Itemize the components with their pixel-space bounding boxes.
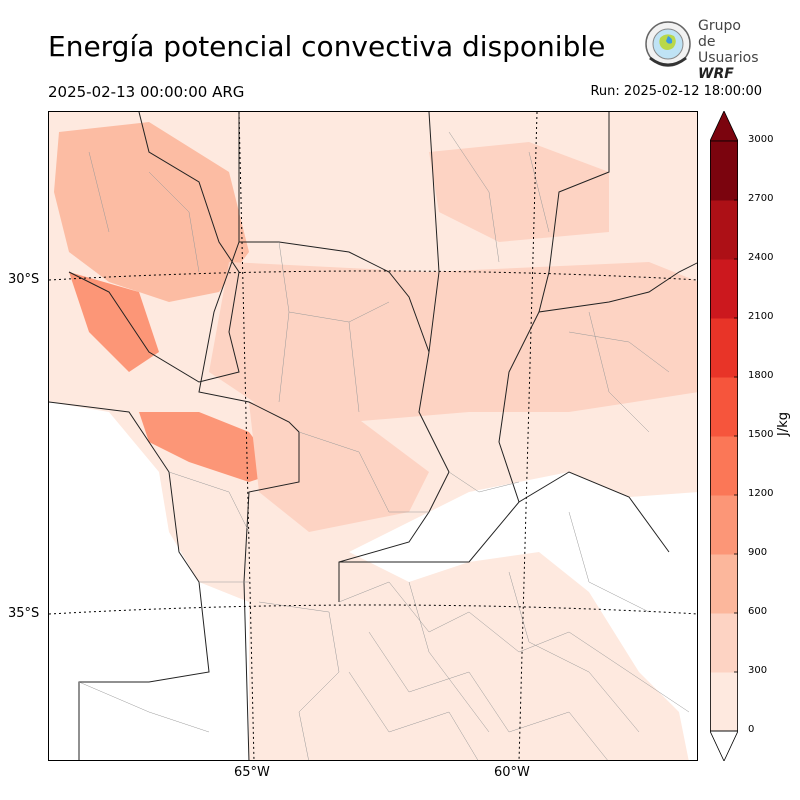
cape-high-central [139, 412, 279, 482]
cape-zero-west [49, 402, 249, 760]
colorbar-segment [710, 377, 738, 437]
cape-map[interactable] [48, 111, 698, 761]
logo-line-2: Usuarios [698, 50, 759, 66]
colorbar-segment [710, 495, 738, 555]
colorbar-segment [710, 259, 738, 319]
cape-zero-southeast [349, 472, 697, 760]
colorbar-max-arrow [710, 111, 738, 142]
colorbar-tick-label: 2700 [748, 193, 774, 204]
colorbar [710, 111, 738, 761]
colorbar-unit: J/kg [776, 412, 791, 436]
colorbar-segment [710, 318, 738, 378]
colorbar-tick-label: 900 [748, 547, 768, 558]
colorbar-tick-label: 3000 [748, 134, 774, 145]
run-time: Run: 2025-02-12 18:00:00 [590, 84, 762, 99]
colorbar-tick-label: 1500 [748, 429, 774, 440]
cape-low-south [249, 402, 429, 532]
colorbar-tick-label: 2100 [748, 311, 774, 322]
colorbar-segment [710, 672, 738, 732]
colorbar-tick-label: 600 [748, 606, 768, 617]
globe-logo-icon [645, 21, 691, 67]
logo-line-3: WRF [698, 66, 734, 82]
graticule [49, 112, 697, 760]
cape-low-band [209, 262, 697, 422]
colorbar-tick-label: 1200 [748, 488, 774, 499]
colorbar-tick-label: 2400 [748, 252, 774, 263]
valid-time: 2025-02-13 00:00:00 ARG [48, 83, 245, 101]
colorbar-segment [710, 141, 738, 201]
colorbar-tick-label: 1800 [748, 370, 774, 381]
cape-moderate-north [54, 122, 249, 302]
map-canvas [49, 112, 697, 760]
cape-low-northeast [429, 142, 609, 242]
colorbar-tick-label: 300 [748, 665, 768, 676]
department-boundaries [78, 131, 690, 760]
colorbar-segment [710, 613, 738, 673]
cape-high-northwest [69, 272, 159, 372]
wrf-logo: Grupo de Usuarios WRF [640, 18, 760, 82]
colorbar-segment [710, 200, 738, 260]
lat-label-35s: 35°S [8, 606, 40, 621]
colorbar-segment [710, 436, 738, 496]
colorbar-min-arrow [710, 730, 738, 761]
logo-line-1: Grupo de [698, 18, 741, 50]
colorbar-segment [710, 554, 738, 614]
lon-label-60w: 60°W [494, 765, 530, 780]
colorbar-tick-label: 0 [748, 724, 755, 735]
lat-label-30s: 30°S [8, 272, 40, 287]
lon-label-65w: 65°W [234, 765, 270, 780]
chart-title: Energía potencial convectiva disponible [48, 30, 606, 63]
